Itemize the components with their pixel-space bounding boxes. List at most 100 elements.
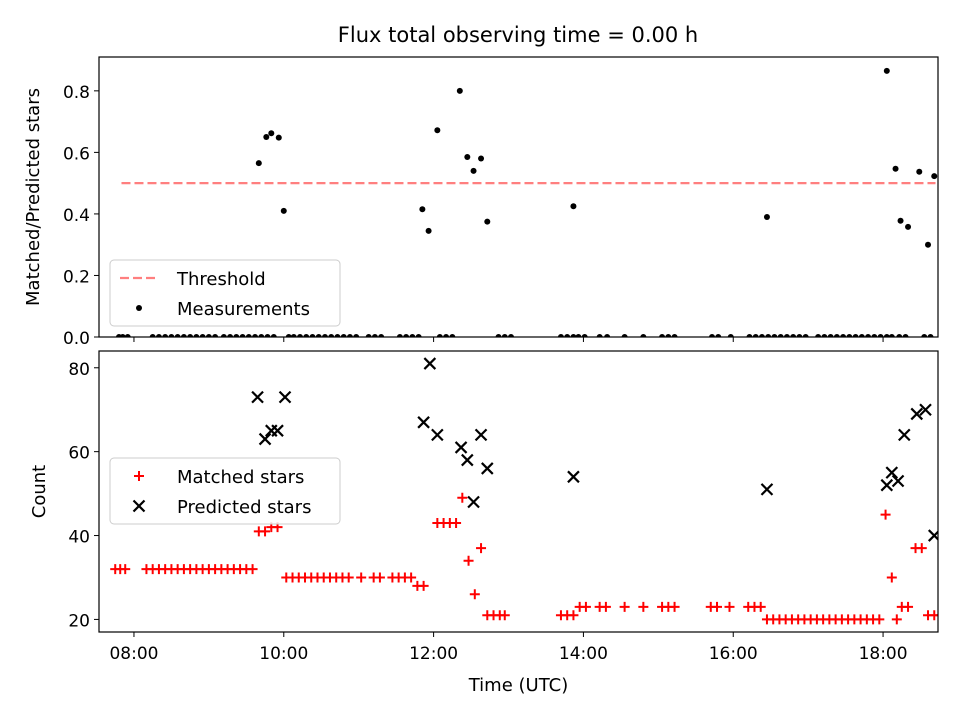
matched-stars-point: [916, 543, 927, 554]
measurements-point: [321, 334, 328, 337]
measurements-point: [815, 334, 822, 337]
matched-stars-point: [356, 572, 367, 583]
predicted-stars-point: [258, 432, 272, 446]
measurements-point: [371, 334, 378, 337]
measurements-point: [199, 334, 206, 337]
measurements-point: [570, 203, 577, 210]
matched-stars-point: [260, 526, 271, 537]
measurements-point: [790, 334, 797, 337]
matched-stars-point: [903, 601, 914, 612]
measurements-point: [758, 334, 765, 337]
measurements-point: [340, 334, 347, 337]
legend-predicted-stars-swatch: [132, 499, 146, 513]
measurements-point: [931, 173, 938, 180]
measurements-point: [270, 334, 277, 337]
measurements-point: [174, 334, 181, 337]
bottom-ytick-label: 80: [68, 360, 90, 380]
measurements-point: [258, 334, 265, 337]
measurements-point: [353, 334, 360, 337]
matched-stars-point: [724, 601, 735, 612]
predicted-stars-point: [919, 403, 932, 416]
matched-stars-point: [880, 509, 891, 520]
bottom-xlabel: Time (UTC): [468, 675, 569, 696]
measurements-point: [378, 334, 385, 337]
measurements-point: [501, 334, 508, 337]
legend-measurements-label: Measurements: [177, 299, 310, 320]
top-legend: Threshold Measurements: [109, 259, 341, 327]
measurements-point: [275, 134, 282, 141]
bottom-ylabel: Count: [29, 465, 50, 518]
measurements-point: [263, 134, 270, 140]
measurements-point: [564, 334, 571, 337]
measurements-point: [193, 334, 200, 337]
predicted-stars-point: [760, 483, 774, 496]
measurements-point: [478, 155, 485, 162]
measurements-point: [449, 334, 456, 337]
top-ylabel: Matched/Predicted stars: [23, 88, 44, 306]
measurements-point: [255, 160, 262, 167]
measurements-point: [581, 334, 588, 337]
bottom-xtick-label: 10:00: [259, 644, 308, 664]
figure-title: Flux total observing time = 0.00 h: [338, 23, 698, 47]
predicted-stars-point: [891, 474, 905, 488]
measurements-point: [840, 334, 847, 337]
measurements-point: [162, 334, 169, 337]
measurements-point: [621, 334, 628, 337]
measurements-point: [415, 334, 422, 337]
measurements-point: [802, 334, 809, 337]
measurements-point: [877, 334, 884, 337]
measurements-point: [771, 334, 778, 337]
predicted-stars-point: [271, 424, 284, 437]
measurements-point: [752, 334, 759, 337]
matched-stars-point: [580, 601, 591, 612]
bottom-legend: Matched stars Predicted stars: [109, 457, 341, 525]
matched-stars-point: [568, 610, 579, 621]
measurements-point: [187, 334, 194, 337]
measurements-point: [671, 334, 678, 337]
measurements-point: [434, 127, 441, 134]
measurements-point: [508, 334, 515, 337]
matched-stars-point: [469, 589, 480, 600]
predicted-stars-point: [474, 428, 488, 442]
measurements-point: [746, 334, 753, 337]
predicted-stars-point: [880, 478, 894, 492]
predicted-stars-point: [417, 416, 430, 429]
measurements-point: [239, 334, 246, 337]
predicted-stars-point: [567, 470, 580, 484]
measurements-point: [297, 334, 304, 337]
measurements-point: [821, 334, 828, 337]
bottom-xtick-label: 12:00: [409, 644, 458, 664]
measurements-point: [285, 334, 292, 337]
measurements-point: [149, 334, 156, 337]
measurements-point: [470, 167, 477, 174]
bottom-xtick-label: 18:00: [859, 644, 908, 664]
measurements-point: [659, 334, 666, 337]
measurements-point: [596, 334, 603, 337]
matched-stars-point: [638, 601, 649, 612]
matched-stars-point: [712, 601, 723, 612]
measurements-point: [495, 334, 502, 337]
matched-stars-point: [874, 614, 885, 625]
bottom-panel: 20 40 60 80 08:00 10:00 12:00 14:00 16:00 18:00 Co…: [29, 350, 939, 696]
measurements-point: [858, 334, 865, 337]
predicted-stars-point: [898, 428, 911, 442]
measurements-point: [846, 334, 853, 337]
matched-stars-point: [669, 601, 680, 612]
matched-stars-point: [247, 564, 258, 575]
measurements-point: [883, 334, 890, 337]
predicted-stars-point: [278, 390, 292, 404]
bottom-axes-frame: [98, 350, 939, 633]
measurements-point: [715, 334, 722, 337]
measurements-point: [484, 218, 491, 225]
measurements-point: [396, 334, 403, 337]
matched-stars-point: [600, 601, 611, 612]
measurements-point: [168, 334, 175, 337]
measurements-point: [443, 334, 450, 337]
measurements-point: [245, 334, 252, 337]
measurements-point: [425, 227, 432, 234]
measurements-point: [833, 334, 840, 337]
top-ytick-label: 0.0: [63, 329, 90, 349]
measurements-point: [180, 334, 187, 337]
predicted-stars-point: [910, 407, 924, 421]
